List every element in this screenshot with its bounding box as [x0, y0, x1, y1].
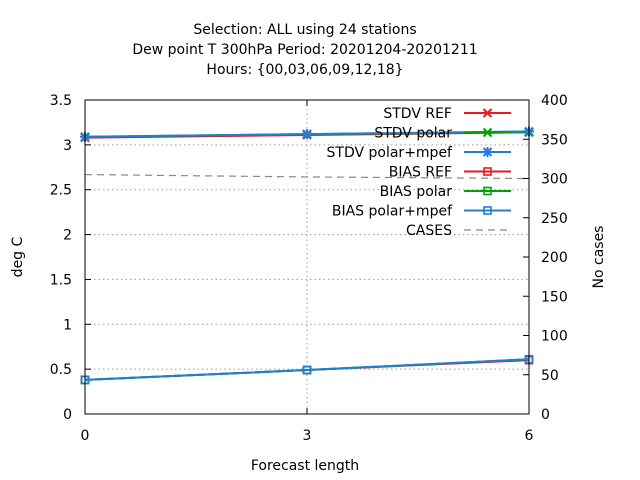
- axis-ticks: 0 0.5 1 1.5 2 2.5 3 3.5 0 50 100 150 200 250 300 350 400…: [50, 93, 568, 444]
- legend-label: STDV polar: [374, 126, 452, 142]
- y-tick-label: 1.5: [50, 272, 72, 288]
- y-tick-label: 0: [63, 407, 72, 423]
- y2-tick-label: 300: [541, 172, 568, 188]
- grid: [85, 100, 529, 414]
- data-point-marker: [302, 365, 312, 375]
- y-tick-label: 3.5: [50, 93, 72, 109]
- cases-series: [84, 173, 530, 180]
- y2-tick-label: 400: [541, 93, 568, 109]
- y-tick-label: 0.5: [50, 362, 72, 378]
- x-tick-label: 3: [303, 428, 312, 444]
- data-point-marker: [483, 167, 492, 176]
- legend-label: BIAS polar+mpef: [332, 204, 453, 220]
- legend-label: BIAS REF: [389, 165, 452, 181]
- y-tick-label: 2: [63, 228, 72, 244]
- legend-label: STDV polar+mpef: [327, 145, 454, 161]
- y2-axis-label: No cases: [591, 226, 607, 289]
- x-tick-label: 0: [81, 428, 90, 444]
- title-line-3: Hours: {00,03,06,09,12,18}: [206, 62, 403, 78]
- legend: STDV REF STDV polar STDV polar+mpef BIAS RE…: [327, 106, 511, 239]
- y2-tick-label: 0: [541, 407, 550, 423]
- y-tick-label: 1: [63, 317, 72, 333]
- data-point-marker: [483, 186, 492, 196]
- data-point-marker: [482, 127, 493, 138]
- data-point-marker: [483, 206, 492, 215]
- legend-label: CASES: [406, 223, 452, 239]
- y2-tick-label: 50: [541, 368, 559, 384]
- y2-tick-label: 150: [541, 289, 568, 305]
- x-axis-label: Forecast length: [251, 458, 359, 474]
- title-line-1: Selection: ALL using 24 stations: [193, 22, 416, 38]
- y2-tick-label: 350: [541, 132, 568, 148]
- series-line: [84, 173, 530, 180]
- y-axis-label: deg C: [10, 236, 26, 277]
- chart-title: Selection: ALL using 24 stations Dew poi…: [132, 22, 477, 78]
- series-line: [84, 358, 530, 381]
- y-tick-label: 3: [63, 138, 72, 154]
- y2-tick-label: 250: [541, 211, 568, 227]
- x-tick-label: 6: [525, 428, 534, 444]
- title-line-2: Dew point T 300hPa Period: 20201204-2020…: [132, 42, 477, 58]
- data-point-marker: [482, 108, 493, 118]
- series-lines: [80, 126, 534, 385]
- legend-label: STDV REF: [383, 106, 452, 122]
- legend-label: BIAS polar: [380, 184, 453, 200]
- y2-tick-label: 100: [541, 329, 568, 345]
- y2-tick-label: 200: [541, 250, 568, 266]
- y-tick-label: 2.5: [50, 183, 72, 199]
